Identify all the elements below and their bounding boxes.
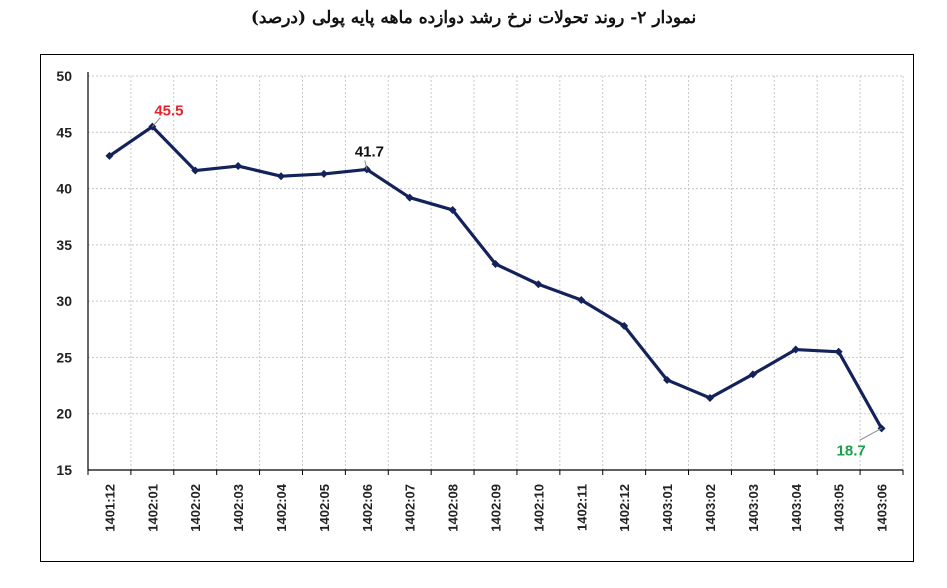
chart-title: نمودار ۲- روند تحولات نرخ رشد دوازده ماه… xyxy=(250,8,697,28)
data-point xyxy=(277,172,286,181)
data-point xyxy=(105,151,114,160)
x-tick-label: 1403:01 xyxy=(660,484,675,532)
x-tick-label: 1402:07 xyxy=(403,484,418,532)
data-point xyxy=(234,162,243,171)
y-tick-label: 20 xyxy=(56,406,72,422)
x-tick-label: 1402:03 xyxy=(231,484,246,532)
x-tick-label: 1402:11 xyxy=(574,484,589,531)
y-tick-label: 50 xyxy=(56,68,72,84)
y-tick-label: 35 xyxy=(56,237,72,253)
x-tick-label: 1402:06 xyxy=(360,484,375,532)
chart-frame xyxy=(40,54,914,562)
data-point xyxy=(405,193,414,202)
x-tick-label: 1402:09 xyxy=(489,484,504,532)
x-tick-label: 1402:04 xyxy=(274,483,289,531)
data-point xyxy=(705,393,714,402)
x-tick-label: 1402:02 xyxy=(188,484,203,532)
data-point xyxy=(534,280,543,289)
data-point xyxy=(620,321,629,330)
x-tick-label: 1403:03 xyxy=(746,484,761,532)
data-label: 41.7 xyxy=(355,143,384,160)
x-tick-label: 1403:02 xyxy=(703,484,718,532)
data-point xyxy=(319,169,328,178)
data-label: 18.7 xyxy=(837,442,866,459)
data-point xyxy=(834,347,843,356)
x-tick-label: 1403:05 xyxy=(832,484,847,532)
annotation-leader xyxy=(859,427,882,441)
x-tick-label: 1402:08 xyxy=(446,484,461,532)
data-point xyxy=(748,370,757,379)
y-tick-label: 25 xyxy=(56,349,72,365)
y-tick-label: 40 xyxy=(56,181,72,197)
y-tick-label: 45 xyxy=(56,124,72,140)
x-tick-label: 1402:12 xyxy=(617,484,632,532)
annotation-leader xyxy=(364,160,368,170)
x-tick-label: 1401:12 xyxy=(102,484,117,532)
data-point xyxy=(577,296,586,305)
annotation-leader xyxy=(151,117,161,127)
data-point xyxy=(791,345,800,354)
data-point xyxy=(448,205,457,214)
x-tick-label: 1403:06 xyxy=(875,484,890,532)
x-tick-label: 1402:05 xyxy=(317,484,332,532)
data-label: 45.5 xyxy=(154,103,183,120)
x-tick-label: 1402:01 xyxy=(145,484,160,532)
y-tick-label: 30 xyxy=(56,293,72,309)
data-point xyxy=(491,259,500,268)
y-tick-label: 15 xyxy=(56,462,72,478)
series-line xyxy=(108,125,883,430)
x-tick-label: 1402:10 xyxy=(531,484,546,532)
data-point xyxy=(663,375,672,384)
x-tick-label: 1403:04 xyxy=(789,483,804,531)
data-point xyxy=(191,166,200,175)
